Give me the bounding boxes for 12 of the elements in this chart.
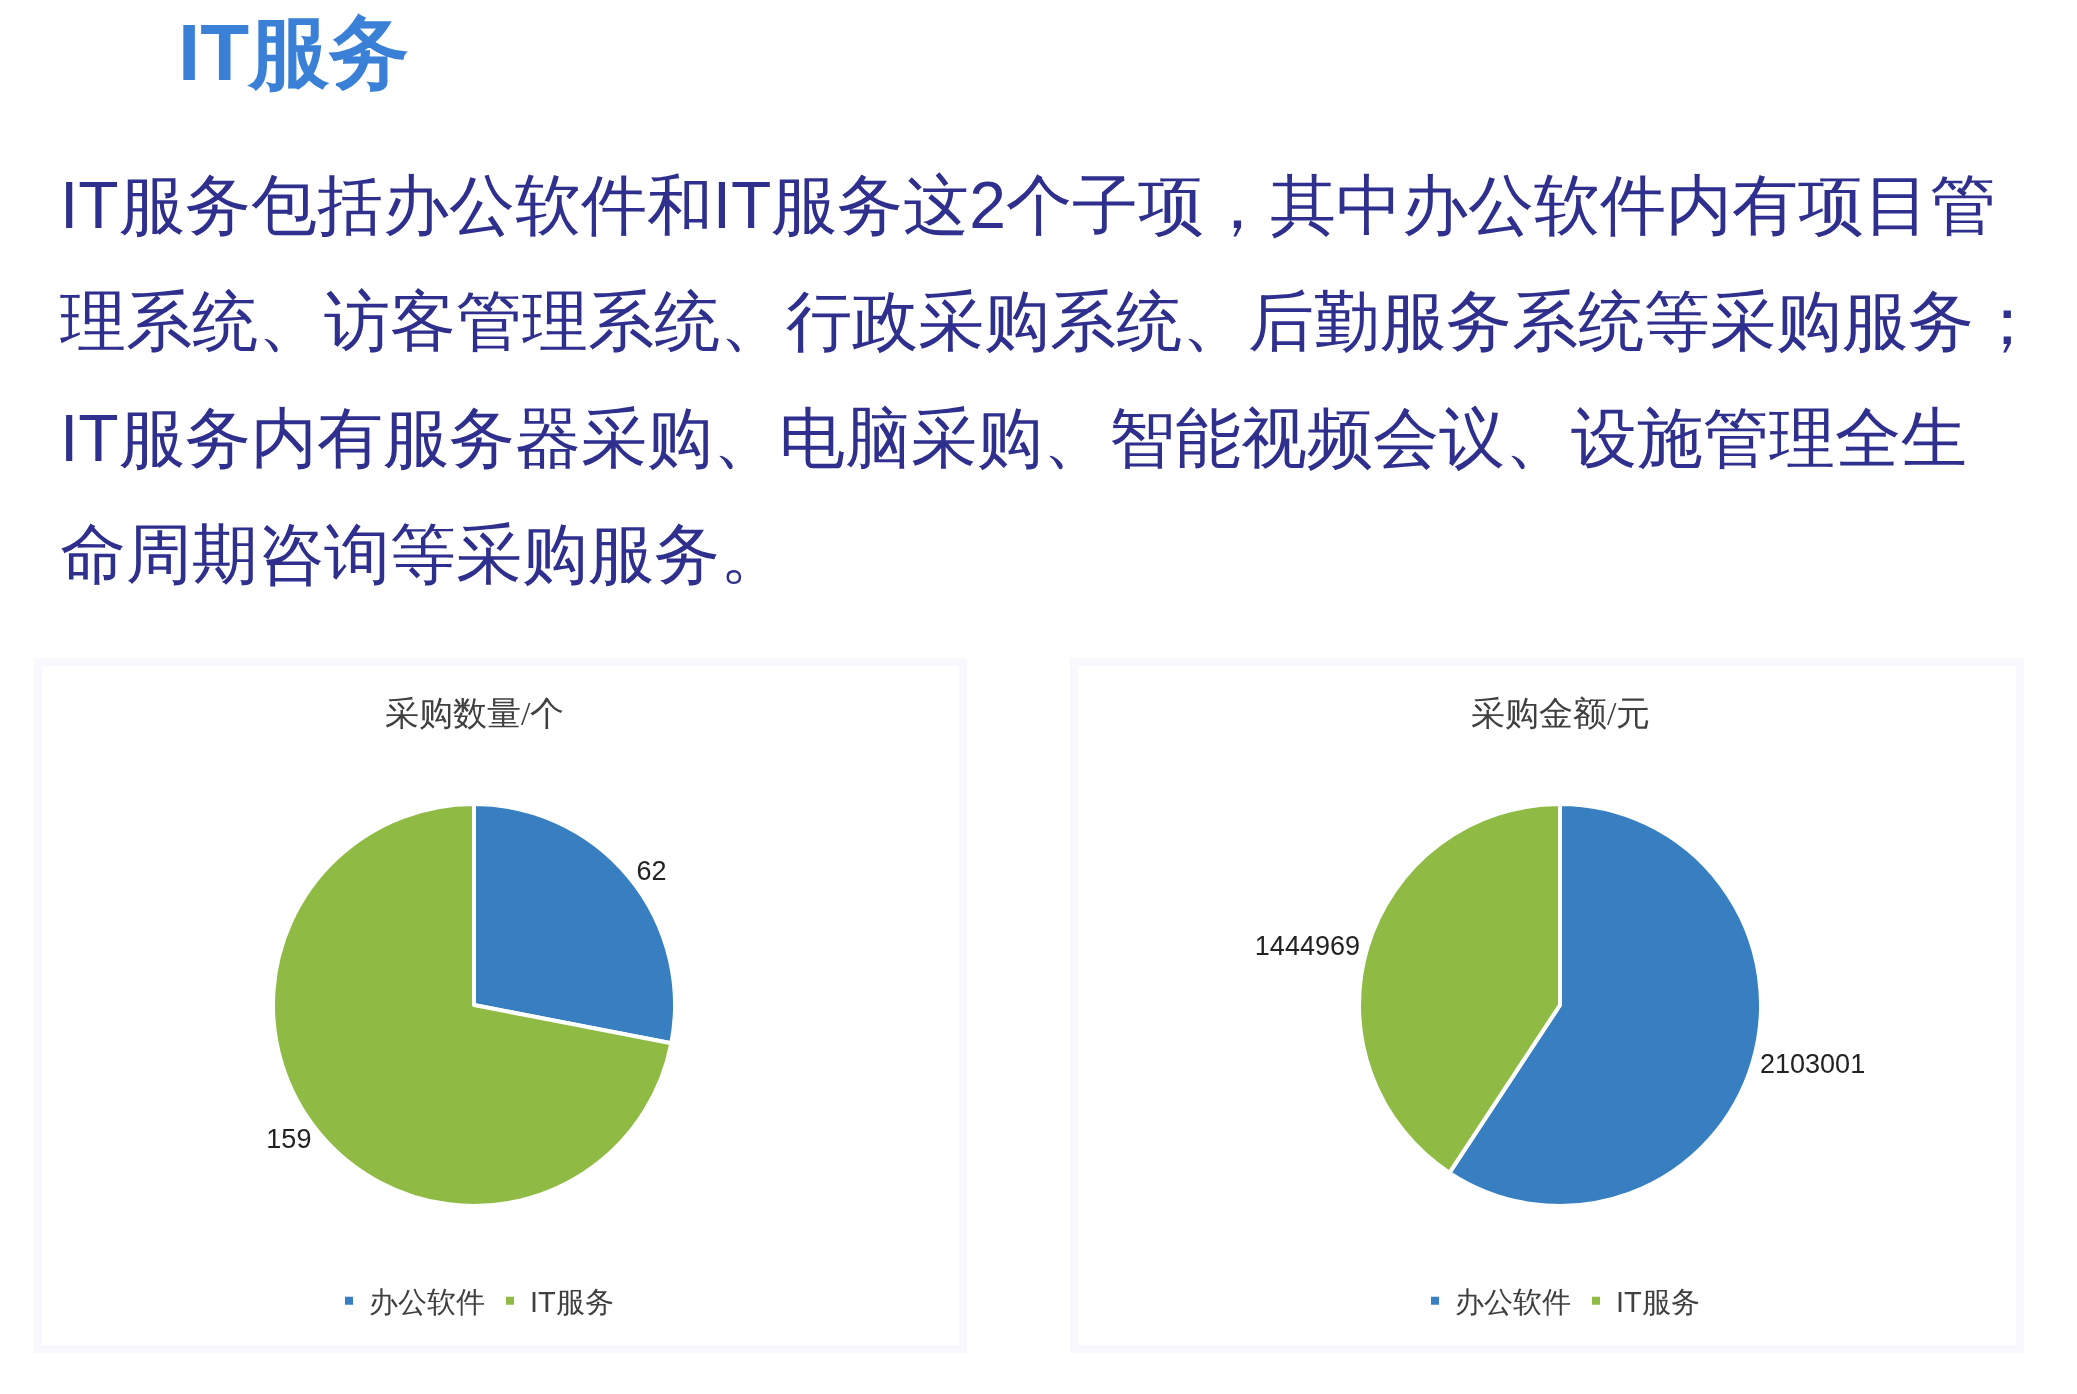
data-label: 159	[266, 1123, 312, 1154]
legend-label: IT服务	[1616, 1286, 1700, 1319]
legend-label: 办公软件	[1455, 1286, 1571, 1319]
chart-title: 采购金额/元	[1471, 695, 1651, 732]
data-label: 62	[636, 856, 667, 887]
legend-label: IT服务	[530, 1286, 614, 1319]
data-label: 1444969	[1254, 931, 1360, 962]
legend-label: 办公软件	[369, 1286, 485, 1319]
chart-title: 采购数量/个	[385, 695, 565, 732]
text: IT服务	[178, 8, 410, 97]
data-label: 2103001	[1760, 1048, 1866, 1079]
text: IT服务包括办公软件和IT服务这2个子项，其中办公软件内有项目管理系统、访客管理系统、行政采购系统、后勤服务系统等采购服务；IT服务内有服务器采购、电脑采购、智能视频会议、设施管理全生命周期咨询等采购服务。	[60, 168, 2040, 591]
